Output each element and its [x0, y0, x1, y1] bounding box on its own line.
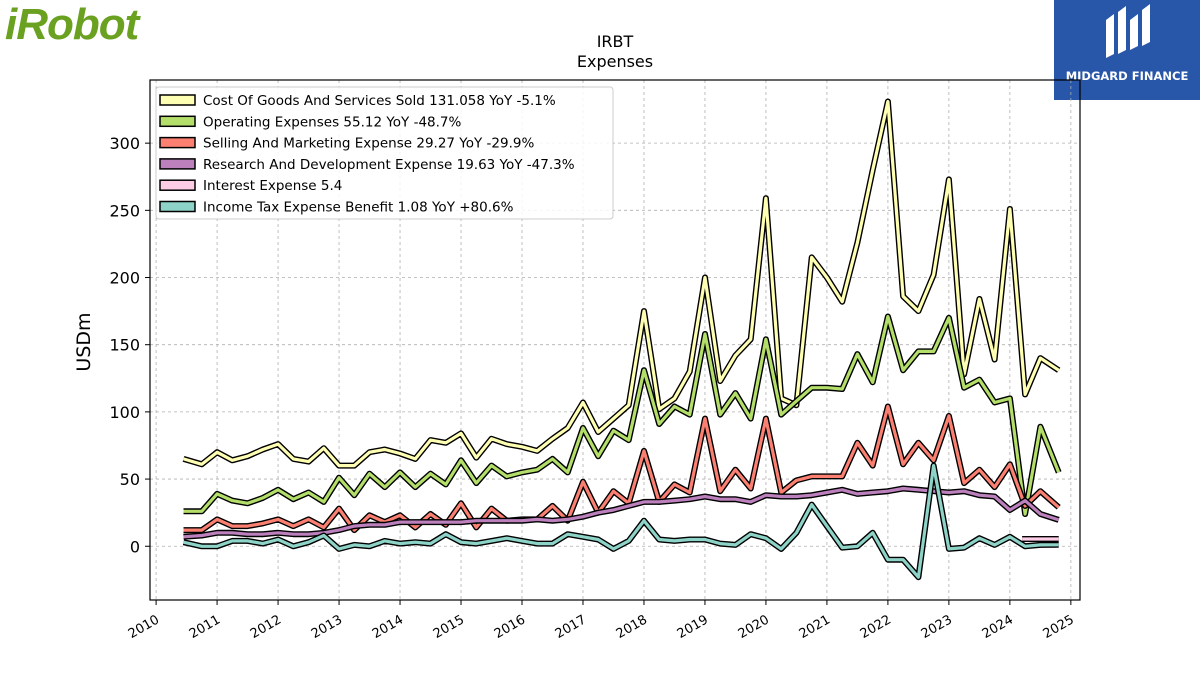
x-tick-label: 2012	[248, 612, 284, 642]
series-line-income-tax-expense-benefit	[183, 464, 1059, 579]
legend-swatch	[159, 136, 196, 149]
series-cost-of-goods-and-services-sold	[182, 98, 1061, 469]
x-tick-label: 2020	[736, 612, 772, 642]
x-tick-label: 2024	[980, 612, 1016, 642]
legend-swatch	[159, 179, 196, 191]
legend-swatch	[159, 115, 196, 128]
x-tick-label: 2015	[431, 612, 467, 642]
legend-label: Research And Development Expense 19.63 Y…	[203, 157, 575, 173]
series-line-selling-and-marketing-expense	[183, 404, 1060, 532]
series-line-cost-of-goods-and-services-sold	[183, 99, 1060, 468]
midgard-finance-logo: MIDGARD FINANCE	[1054, 0, 1200, 100]
x-tick-label: 2023	[919, 612, 955, 642]
legend-swatch	[159, 158, 196, 170]
x-tick-label: 2010	[126, 612, 162, 642]
grid	[150, 80, 1080, 600]
irobot-logo: iRobot	[5, 0, 139, 49]
y-tick-label: 250	[109, 201, 140, 220]
y-tick-label: 150	[109, 336, 140, 355]
legend-box	[155, 86, 614, 220]
series-line-research-and-development-expense	[183, 486, 1060, 539]
legend-swatch	[159, 94, 196, 106]
y-tick-label: 50	[120, 470, 140, 489]
x-tick-label: 2016	[492, 612, 528, 642]
chart-title: IRBT	[597, 32, 634, 51]
x-tick-label: 2019	[675, 612, 711, 642]
y-tick-label: 0	[130, 537, 140, 556]
plot-frame	[149, 79, 1081, 601]
legend: Cost Of Goods And Services Sold 131.058 …	[155, 86, 614, 220]
legend-label: Cost Of Goods And Services Sold 131.058 …	[203, 93, 556, 109]
midgard-emblem-icon	[1106, 4, 1150, 58]
x-tick-label: 2014	[370, 612, 406, 642]
x-tick-label: 2021	[797, 612, 833, 642]
series-operating-expenses	[183, 313, 1062, 517]
x-tick-label: 2018	[614, 612, 650, 642]
legend-label: Operating Expenses 55.12 YoY -48.7%	[203, 114, 462, 130]
midgard-finance-label: MIDGARD FINANCE	[1065, 69, 1189, 83]
legend-swatch	[159, 200, 196, 213]
x-tick-label: 2011	[187, 612, 223, 642]
legend-label: Income Tax Expense Benefit 1.08 YoY +80.…	[203, 200, 514, 216]
series-line-operating-expenses	[183, 314, 1061, 516]
x-tick-label: 2022	[858, 612, 894, 642]
legend-label: Interest Expense 5.4	[203, 178, 342, 194]
series-lines	[182, 98, 1062, 581]
series-selling-and-marketing-expense	[183, 403, 1061, 534]
y-tick-label: 200	[109, 269, 140, 288]
x-tick-label: 2013	[309, 612, 345, 642]
series-research-and-development-expense	[183, 485, 1060, 540]
x-tick-label: 2017	[553, 612, 589, 642]
series-income-tax-expense-benefit	[182, 462, 1059, 581]
x-tick-label: 2025	[1041, 612, 1077, 642]
y-tick-label: 100	[109, 403, 140, 422]
y-axis-label: USDm	[73, 312, 95, 371]
legend-label: Selling And Marketing Expense 29.27 YoY …	[203, 136, 534, 152]
chart-subtitle: Expenses	[577, 52, 653, 71]
y-tick-label: 300	[109, 134, 140, 153]
